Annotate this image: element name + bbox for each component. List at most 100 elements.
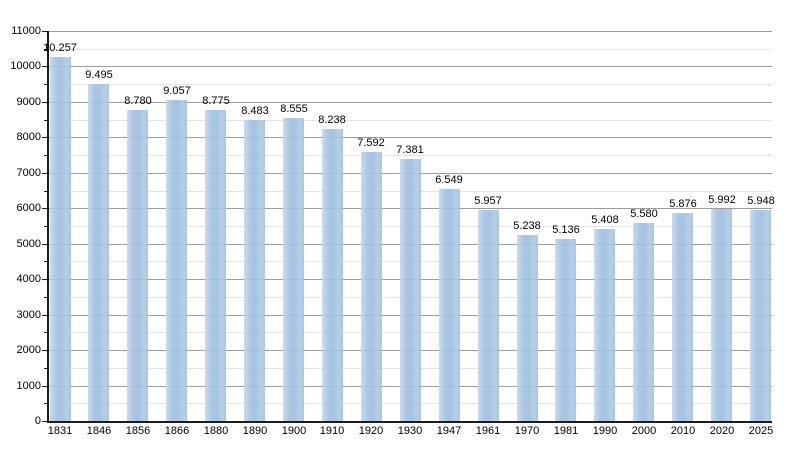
gridline-major: [49, 31, 772, 32]
x-axis-tick-label: 1880: [203, 425, 229, 437]
bar-1856: [127, 110, 148, 421]
bar-1910: [322, 129, 343, 421]
gridline-major: [49, 102, 772, 103]
gridline-minor: [49, 155, 772, 156]
bar-1920: [361, 152, 382, 421]
bar-1981: [555, 239, 576, 421]
y-axis-minor-tick: [44, 120, 47, 121]
bar-value-label: 8.780: [124, 95, 152, 107]
y-axis-minor-tick: [44, 84, 47, 85]
y-axis-tick-label: 3000: [16, 309, 41, 321]
bar-value-label: 9.057: [163, 85, 191, 97]
y-axis-minor-tick: [44, 155, 47, 156]
y-axis-tick-label: 8000: [16, 131, 41, 143]
bar-2010: [672, 213, 693, 421]
y-axis-major-tick: [42, 244, 47, 245]
y-axis-major-tick: [42, 137, 47, 138]
y-axis-tick-label: 6000: [16, 202, 41, 214]
plot-area: 10.257 1831 9.495 1846 8.780 1856 9.057 1866 8.7…: [43, 31, 775, 437]
y-axis-major-tick: [42, 102, 47, 103]
gridline-major: [49, 137, 772, 138]
bar-value-label: 8.238: [318, 114, 346, 126]
gridline-minor: [49, 84, 772, 85]
y-axis-minor-tick: [44, 261, 47, 262]
y-axis-minor-tick: [44, 226, 47, 227]
x-axis-tick-label: 1930: [397, 425, 423, 437]
bar-1846: [88, 84, 109, 421]
x-axis-tick-label: 1866: [164, 425, 190, 437]
gridline-minor: [49, 120, 772, 121]
x-axis-tick-label: 1890: [242, 425, 268, 437]
bar-value-label: 5.136: [552, 224, 580, 236]
bar-1831: [50, 57, 71, 421]
bar-value-label: 6.549: [435, 174, 463, 186]
y-axis-major-tick: [42, 386, 47, 387]
y-axis-major-tick: [42, 421, 47, 422]
bar-value-label: 5.580: [630, 208, 658, 220]
x-axis-tick-label: 1920: [358, 425, 384, 437]
gridline-minor: [49, 49, 772, 50]
bar-value-label: 5.408: [591, 214, 619, 226]
bar-1900: [283, 118, 304, 421]
x-axis-tick-label: 1846: [86, 425, 112, 437]
bar-1930: [400, 159, 421, 421]
y-axis-minor-tick: [44, 191, 47, 192]
x-axis-tick-label: 1910: [319, 425, 345, 437]
y-axis-minor-tick: [44, 297, 47, 298]
bar-2000: [633, 223, 654, 421]
bar-value-label: 7.381: [396, 144, 424, 156]
bar-1970: [517, 235, 538, 421]
bar-1990: [594, 229, 615, 421]
x-axis-tick-label: 1831: [47, 425, 73, 437]
x-axis-tick-label: 2000: [631, 425, 657, 437]
x-axis-tick-label: 2025: [748, 425, 774, 437]
bar-value-label: 5.948: [747, 195, 775, 207]
y-axis-major-tick: [42, 173, 47, 174]
y-axis-major-tick: [42, 279, 47, 280]
bar-value-label: 9.495: [85, 69, 113, 81]
bar-value-label: 8.483: [241, 105, 269, 117]
y-axis-major-tick: [42, 31, 47, 32]
y-axis-major-tick: [42, 208, 47, 209]
y-axis-minor-tick: [44, 332, 47, 333]
bar-value-label: 7.592: [357, 137, 385, 149]
y-axis-minor-tick: [44, 49, 47, 50]
x-axis-tick-label: 1990: [592, 425, 618, 437]
bar-1890: [244, 120, 265, 421]
bar-1880: [205, 110, 226, 421]
y-axis-tick-label: 0: [34, 415, 41, 427]
x-axis-tick-label: 1981: [553, 425, 579, 437]
y-axis-tick-label: 7000: [16, 167, 41, 179]
y-axis-tick-label: 9000: [16, 96, 41, 108]
bar-1961: [478, 210, 499, 421]
x-axis-tick-label: 1970: [514, 425, 540, 437]
x-axis-tick-label: 1961: [475, 425, 501, 437]
y-axis-tick-label: 5000: [16, 238, 41, 250]
bar-1947: [439, 189, 460, 421]
x-axis-tick-label: 1856: [125, 425, 151, 437]
bar-2020: [711, 209, 732, 421]
bar-value-label: 8.775: [202, 95, 230, 107]
y-axis-tick-label: 1000: [16, 380, 41, 392]
y-axis-tick-label: 4000: [16, 273, 41, 285]
y-axis-tick-label: 2000: [16, 344, 41, 356]
x-axis-tick-label: 2020: [709, 425, 735, 437]
bar-value-label: 10.257: [43, 42, 77, 54]
y-axis-major-tick: [42, 350, 47, 351]
bar-value-label: 5.992: [708, 194, 736, 206]
bar-1866: [166, 100, 187, 421]
y-axis-minor-tick: [44, 403, 47, 404]
bar-value-label: 5.876: [669, 198, 697, 210]
y-axis-major-tick: [42, 66, 47, 67]
bar-value-label: 5.238: [513, 220, 541, 232]
y-axis-minor-tick: [44, 368, 47, 369]
y-axis-tick-label: 11000: [11, 25, 41, 37]
bar-value-label: 8.555: [280, 103, 308, 115]
x-axis-tick-label: 1947: [436, 425, 462, 437]
y-axis-major-tick: [42, 315, 47, 316]
x-axis-tick-label: 2010: [670, 425, 696, 437]
bar-2025: [750, 210, 771, 421]
x-axis-tick-label: 1900: [281, 425, 307, 437]
y-axis-tick-label: 10000: [10, 60, 41, 72]
